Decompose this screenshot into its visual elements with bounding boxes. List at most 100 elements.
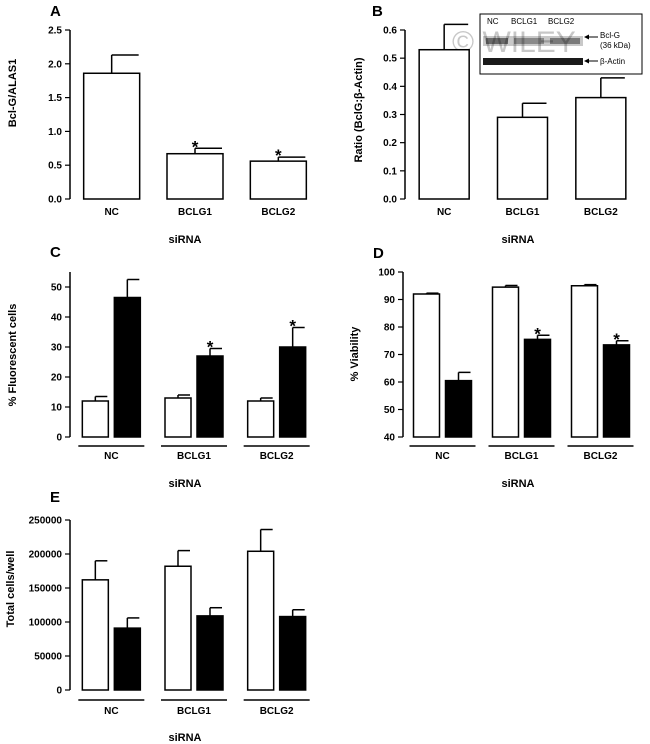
- y-tick-label: 2.5: [48, 26, 62, 37]
- bar: [412, 293, 441, 438]
- panel-b-letter: B: [372, 3, 383, 20]
- bar: [81, 400, 110, 438]
- y-tick-label: 0.5: [48, 161, 62, 172]
- panel-b-xlabel: siRNA: [501, 234, 534, 246]
- inset-bclg-band: [486, 38, 508, 44]
- x-tick-label: NC: [104, 207, 118, 218]
- arrow-head-icon: [584, 58, 589, 64]
- bar: [166, 152, 224, 200]
- y-tick-label: 0.1: [383, 166, 397, 177]
- x-tick-label: NC: [104, 451, 118, 462]
- y-tick-label: 100: [378, 268, 395, 279]
- y-tick-label: 0.4: [383, 82, 397, 93]
- panel-a: A Bcl-G/ALAS1 siRNA 0.0 0.5 1.0 1.5 2.0 2.5 NC…: [7, 3, 308, 246]
- panel-d-xlabel: siRNA: [501, 478, 534, 490]
- y-tick-label: 50000: [34, 652, 62, 663]
- bar: [113, 627, 142, 691]
- y-tick-label: 1.5: [48, 93, 62, 104]
- western-blot-inset: NC BCLG1 BCLG2 Bcl-G (36 kDa) β-Actin © …: [452, 13, 643, 75]
- bar: [164, 397, 192, 438]
- bar: [196, 355, 224, 438]
- bar: [196, 615, 224, 691]
- x-tick-label: BCLG1: [177, 451, 211, 462]
- bar: [491, 286, 520, 438]
- x-tick-label: NC: [437, 207, 451, 218]
- x-tick-label: NC: [435, 451, 449, 462]
- x-tick-label: BCLG2: [260, 706, 294, 717]
- x-tick-label: BCLG1: [505, 451, 539, 462]
- panel-a-xlabel: siRNA: [168, 234, 201, 246]
- y-tick-label: 1.0: [48, 127, 62, 138]
- panel-e-xlabel: siRNA: [168, 732, 201, 744]
- y-tick-label: 40: [384, 433, 396, 444]
- y-tick-label: 250000: [29, 516, 63, 527]
- significance-star: *: [192, 137, 199, 156]
- bar: [523, 338, 552, 438]
- panel-c-ylabel: % Fluorescent cells: [7, 304, 19, 407]
- x-tick-label: BCLG1: [177, 706, 211, 717]
- x-tick-label: BCLG2: [584, 207, 618, 218]
- inset-band1-sub: (36 kDa): [600, 41, 631, 50]
- y-tick-label: 0: [56, 433, 62, 444]
- x-tick-label: BCLG2: [584, 451, 618, 462]
- y-tick-label: 0.0: [48, 195, 62, 206]
- bar: [278, 346, 307, 438]
- y-tick-label: 20: [51, 373, 63, 384]
- x-tick-label: NC: [104, 706, 118, 717]
- bar: [82, 72, 141, 200]
- y-tick-label: 50: [51, 283, 63, 294]
- y-tick-label: 200000: [29, 550, 63, 561]
- panel-c-xlabel: siRNA: [168, 478, 201, 490]
- y-tick-label: 50: [384, 405, 396, 416]
- bar: [164, 565, 192, 691]
- inset-bclg-band: [514, 38, 544, 44]
- panel-e: E Total cells/well siRNA 0 50000 100000 150…: [5, 489, 310, 744]
- x-tick-label: BCLG2: [261, 207, 295, 218]
- significance-star: *: [275, 146, 282, 165]
- bar: [81, 579, 110, 691]
- bar: [113, 296, 142, 438]
- panel-c: C % Fluorescent cells siRNA 0 10 20 30 40 50 N…: [7, 244, 310, 490]
- y-tick-label: 0.3: [383, 110, 397, 121]
- y-tick-label: 0.0: [383, 195, 397, 206]
- y-tick-label: 40: [51, 313, 63, 324]
- significance-star: *: [207, 338, 214, 357]
- bar: [575, 96, 627, 200]
- panel-c-letter: C: [50, 244, 61, 261]
- panel-a-ylabel: Bcl-G/ALAS1: [7, 59, 19, 127]
- panel-e-ylabel: Total cells/well: [5, 551, 17, 628]
- bar: [570, 285, 599, 438]
- y-tick-label: 10: [51, 403, 63, 414]
- x-tick-label: BCLG2: [260, 451, 294, 462]
- y-tick-label: 100000: [29, 618, 63, 629]
- y-tick-label: 0.2: [383, 138, 397, 149]
- bar: [278, 615, 307, 691]
- inset-lane-label: BCLG2: [548, 17, 575, 26]
- significance-star: *: [289, 317, 296, 336]
- bar: [246, 550, 275, 691]
- panel-b: B Ratio (BclG:β-Actin) siRNA NC BCLG1 BC…: [353, 3, 643, 246]
- watermark: © WILEY: [452, 26, 576, 59]
- y-tick-label: 80: [384, 323, 396, 334]
- x-tick-label: BCLG1: [506, 207, 540, 218]
- y-tick-label: 0.5: [383, 54, 397, 65]
- panel-e-letter: E: [50, 489, 60, 506]
- y-tick-label: 2.0: [48, 59, 62, 70]
- y-tick-label: 30: [51, 343, 63, 354]
- bar: [246, 400, 275, 438]
- y-tick-label: 90: [384, 295, 396, 306]
- panel-d-ylabel: % Viability: [349, 326, 361, 382]
- y-tick-label: 60: [384, 378, 396, 389]
- y-tick-label: 0: [56, 686, 62, 697]
- panel-a-letter: A: [50, 3, 61, 20]
- panel-d-letter: D: [373, 245, 384, 262]
- significance-star: *: [613, 330, 620, 349]
- bar: [496, 116, 549, 200]
- y-tick-label: 150000: [29, 584, 63, 595]
- bar: [418, 48, 470, 200]
- inset-lane-label: BCLG1: [511, 17, 538, 26]
- inset-band2-label: β-Actin: [600, 57, 625, 66]
- panel-d: D % Viability siRNA 40 50 60 70 80 90 100 NC * BC…: [349, 245, 634, 490]
- inset-bclg-band: [550, 38, 580, 44]
